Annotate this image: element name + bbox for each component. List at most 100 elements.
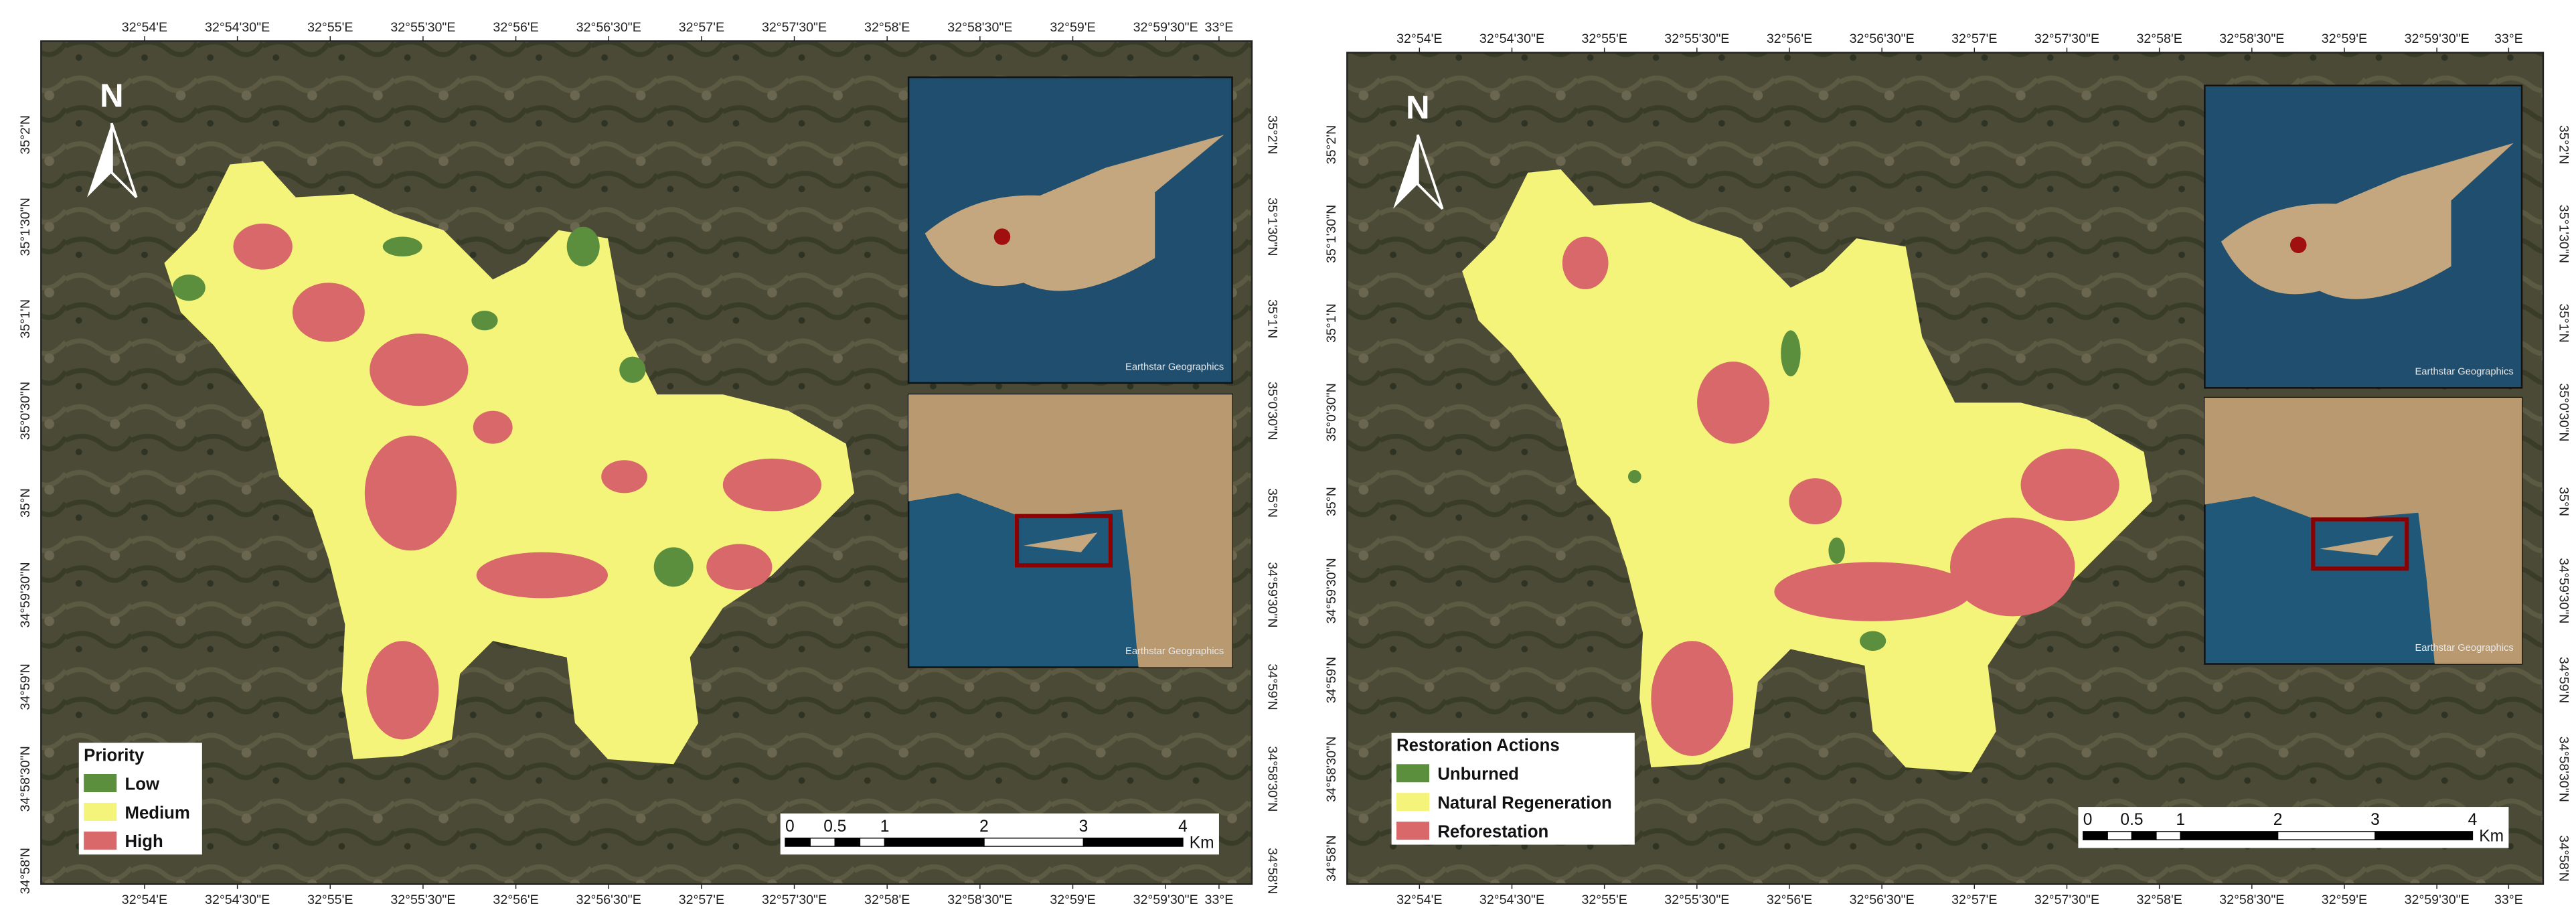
class-patch bbox=[1562, 236, 1609, 290]
longitude-label: 32°58'E bbox=[864, 20, 910, 35]
legend-swatch bbox=[1396, 793, 1430, 812]
class-patch bbox=[1789, 478, 1842, 524]
north-label: N bbox=[100, 78, 123, 114]
longitude-label: 32°54'30"E bbox=[205, 893, 270, 907]
scale-bar-segment bbox=[2374, 831, 2474, 840]
class-patch bbox=[1828, 537, 1845, 564]
longitude-label: 32°57'30"E bbox=[762, 893, 827, 907]
class-patch bbox=[1781, 330, 1801, 377]
inset-attribution: Earthstar Geographics bbox=[2415, 643, 2513, 654]
scale-bar-segment bbox=[1082, 837, 1184, 847]
north-arrow bbox=[1417, 134, 1444, 210]
latitude-label: 34°58'N bbox=[1265, 848, 1280, 894]
inset-attribution: Earthstar Geographics bbox=[1125, 646, 1224, 657]
class-patch bbox=[653, 547, 694, 587]
longitude-label: 32°55'30"E bbox=[390, 893, 455, 907]
longitude-label: 33°E bbox=[2494, 893, 2523, 907]
longitude-label: 32°59'30"E bbox=[1133, 20, 1198, 35]
scale-bar-segment bbox=[2131, 831, 2157, 840]
longitude-label: 32°54'30"E bbox=[1479, 31, 1544, 46]
longitude-label: 32°57'E bbox=[679, 20, 724, 35]
latitude-label: 34°59'30"N bbox=[18, 562, 33, 627]
longitude-label: 32°56'E bbox=[493, 20, 538, 35]
scale-bar-box bbox=[2078, 807, 2509, 848]
extent-box bbox=[1015, 514, 1113, 568]
longitude-label: 32°56'E bbox=[493, 893, 538, 907]
scale-bar-segment bbox=[2277, 831, 2376, 840]
legend-label: Natural Regeneration bbox=[1437, 794, 1611, 813]
longitude-label: 32°54'E bbox=[122, 20, 167, 35]
island bbox=[924, 135, 1224, 291]
latitude-label: 35°N bbox=[2556, 487, 2571, 516]
island bbox=[2221, 143, 2514, 299]
longitude-label: 33°E bbox=[1205, 893, 1234, 907]
longitude-label: 32°54'30"E bbox=[1479, 893, 1544, 907]
latitude-label: 34°59'30"N bbox=[2556, 558, 2571, 623]
class-patch bbox=[292, 283, 365, 342]
scale-bar-segment bbox=[2083, 831, 2108, 840]
latitude-label: 35°0'30"N bbox=[18, 382, 33, 440]
class-patch bbox=[706, 544, 773, 591]
class-patch bbox=[1627, 469, 1641, 483]
scale-bar-segment bbox=[834, 837, 861, 847]
longitude-label: 32°58'30"E bbox=[947, 893, 1012, 907]
longitude-label: 32°55'30"E bbox=[1664, 31, 1729, 46]
latitude-label: 34°58'N bbox=[1324, 835, 1339, 881]
scale-bar-label: 1 bbox=[880, 818, 890, 836]
scale-bar-label: 2 bbox=[2273, 811, 2283, 829]
scale-bar-segment bbox=[859, 837, 886, 847]
scale-bar-segment bbox=[785, 837, 811, 847]
land bbox=[2204, 398, 2522, 664]
latitude-label: 35°0'30"N bbox=[1324, 383, 1339, 441]
class-patch bbox=[1860, 631, 1886, 651]
latitude-label: 35°N bbox=[1324, 487, 1339, 516]
legend-label: Low bbox=[125, 775, 160, 793]
longitude-label: 32°59'E bbox=[2322, 893, 2367, 907]
longitude-label: 32°56'30"E bbox=[1850, 893, 1915, 907]
legend-swatch bbox=[84, 774, 117, 792]
latitude-label: 34°58'30"N bbox=[2556, 737, 2571, 802]
class-patch bbox=[473, 410, 513, 444]
latitude-label: 35°2'N bbox=[1265, 115, 1280, 155]
longitude-label: 32°54'E bbox=[1396, 893, 1442, 907]
class-patch bbox=[566, 226, 600, 266]
latitude-label: 35°2'N bbox=[1324, 125, 1339, 165]
longitude-label: 32°56'30"E bbox=[1850, 31, 1915, 46]
longitude-label: 32°58'30"E bbox=[2219, 31, 2284, 46]
legend-swatch bbox=[1396, 764, 1430, 783]
class-patch bbox=[233, 223, 293, 270]
longitude-label: 32°56'E bbox=[1767, 893, 1812, 907]
island bbox=[2320, 536, 2394, 556]
longitude-label: 32°56'E bbox=[1767, 31, 1812, 46]
longitude-label: 32°59'30"E bbox=[1133, 893, 1198, 907]
latitude-label: 35°0'30"N bbox=[1265, 382, 1280, 440]
longitude-label: 32°56'30"E bbox=[576, 20, 641, 35]
longitude-label: 32°58'E bbox=[864, 893, 910, 907]
scale-bar-segment bbox=[809, 837, 836, 847]
class-patch bbox=[471, 310, 498, 331]
latitude-label: 34°59'30"N bbox=[1324, 558, 1339, 623]
legend-label: Reforestation bbox=[1437, 822, 1548, 841]
legend-box bbox=[1391, 733, 1635, 845]
legend-swatch bbox=[84, 802, 117, 821]
longitude-label: 32°57'30"E bbox=[2034, 31, 2099, 46]
latitude-label: 34°59'N bbox=[2556, 657, 2571, 703]
longitude-label: 32°57'E bbox=[1951, 31, 1997, 46]
north-label: N bbox=[1406, 90, 1429, 126]
longitude-label: 32°55'E bbox=[307, 20, 353, 35]
class-patch bbox=[722, 458, 822, 512]
latitude-label: 35°N bbox=[1265, 488, 1280, 518]
burned-area bbox=[1462, 169, 2152, 773]
latitude-label: 34°59'N bbox=[18, 664, 33, 710]
inset-attribution: Earthstar Geographics bbox=[1125, 362, 1224, 372]
longitude-label: 33°E bbox=[1205, 20, 1234, 35]
class-patch bbox=[366, 641, 439, 740]
latitude-label: 34°58'30"N bbox=[1265, 746, 1280, 812]
legend-swatch bbox=[84, 831, 117, 850]
latitude-label: 35°1'N bbox=[18, 299, 33, 339]
scale-bar-segment bbox=[983, 837, 1084, 847]
burned-area bbox=[164, 161, 855, 765]
scale-bar-label: 0.5 bbox=[2120, 811, 2143, 829]
legend-swatch bbox=[1396, 822, 1430, 840]
